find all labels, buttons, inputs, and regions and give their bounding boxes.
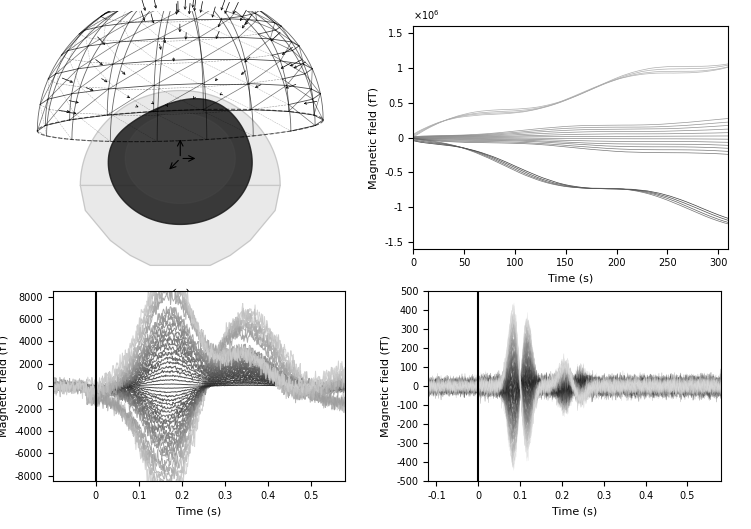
Y-axis label: Magnetic field (fT): Magnetic field (fT): [381, 335, 391, 437]
X-axis label: Time (s): Time (s): [552, 507, 597, 517]
Text: (b): (b): [560, 297, 581, 312]
X-axis label: Time (s): Time (s): [176, 507, 222, 517]
Y-axis label: Magnetic field (fT): Magnetic field (fT): [369, 87, 379, 188]
Polygon shape: [108, 99, 252, 224]
Text: (a): (a): [170, 288, 191, 303]
Polygon shape: [125, 114, 235, 204]
Y-axis label: Magnetic field (fT): Magnetic field (fT): [0, 335, 9, 437]
Polygon shape: [80, 90, 280, 266]
X-axis label: Time (s): Time (s): [548, 274, 593, 284]
Text: $\times 10^6$: $\times 10^6$: [413, 8, 439, 22]
